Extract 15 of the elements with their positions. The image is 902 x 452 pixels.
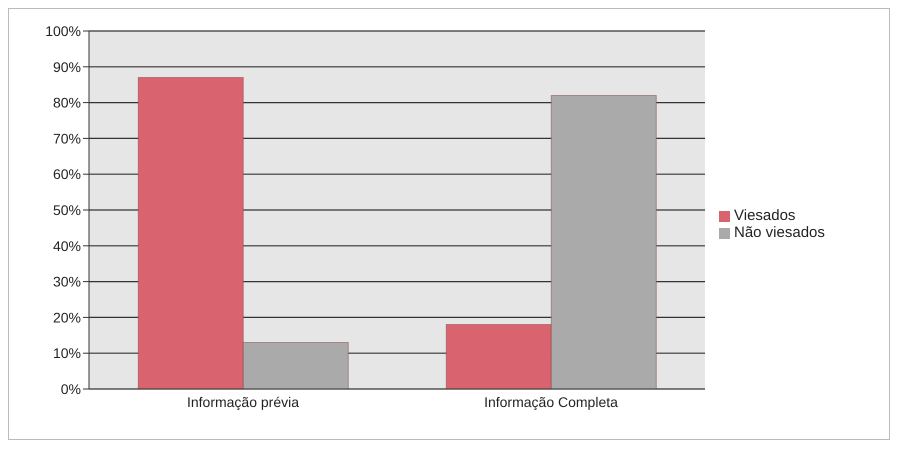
y-tick-label: 50%	[52, 202, 81, 218]
legend-label: Viesados	[734, 207, 796, 224]
y-tick-label: 10%	[52, 345, 81, 362]
y-tick-label: 80%	[52, 94, 81, 111]
y-tick-label: 70%	[52, 130, 81, 146]
y-tick-label: 40%	[52, 238, 81, 254]
y-tick-label: 30%	[52, 274, 81, 290]
x-tick-label: Informação prévia	[186, 394, 300, 410]
y-tick-label: 60%	[52, 166, 81, 182]
y-tick-label: 100%	[45, 22, 81, 39]
y-tick-label: 20%	[52, 309, 81, 326]
legend-label: Não viesados	[734, 224, 825, 241]
x-tick-label: Informação Completa	[484, 394, 618, 410]
y-tick-label: 0%	[60, 380, 81, 397]
y-tick-label: 90%	[52, 58, 81, 75]
